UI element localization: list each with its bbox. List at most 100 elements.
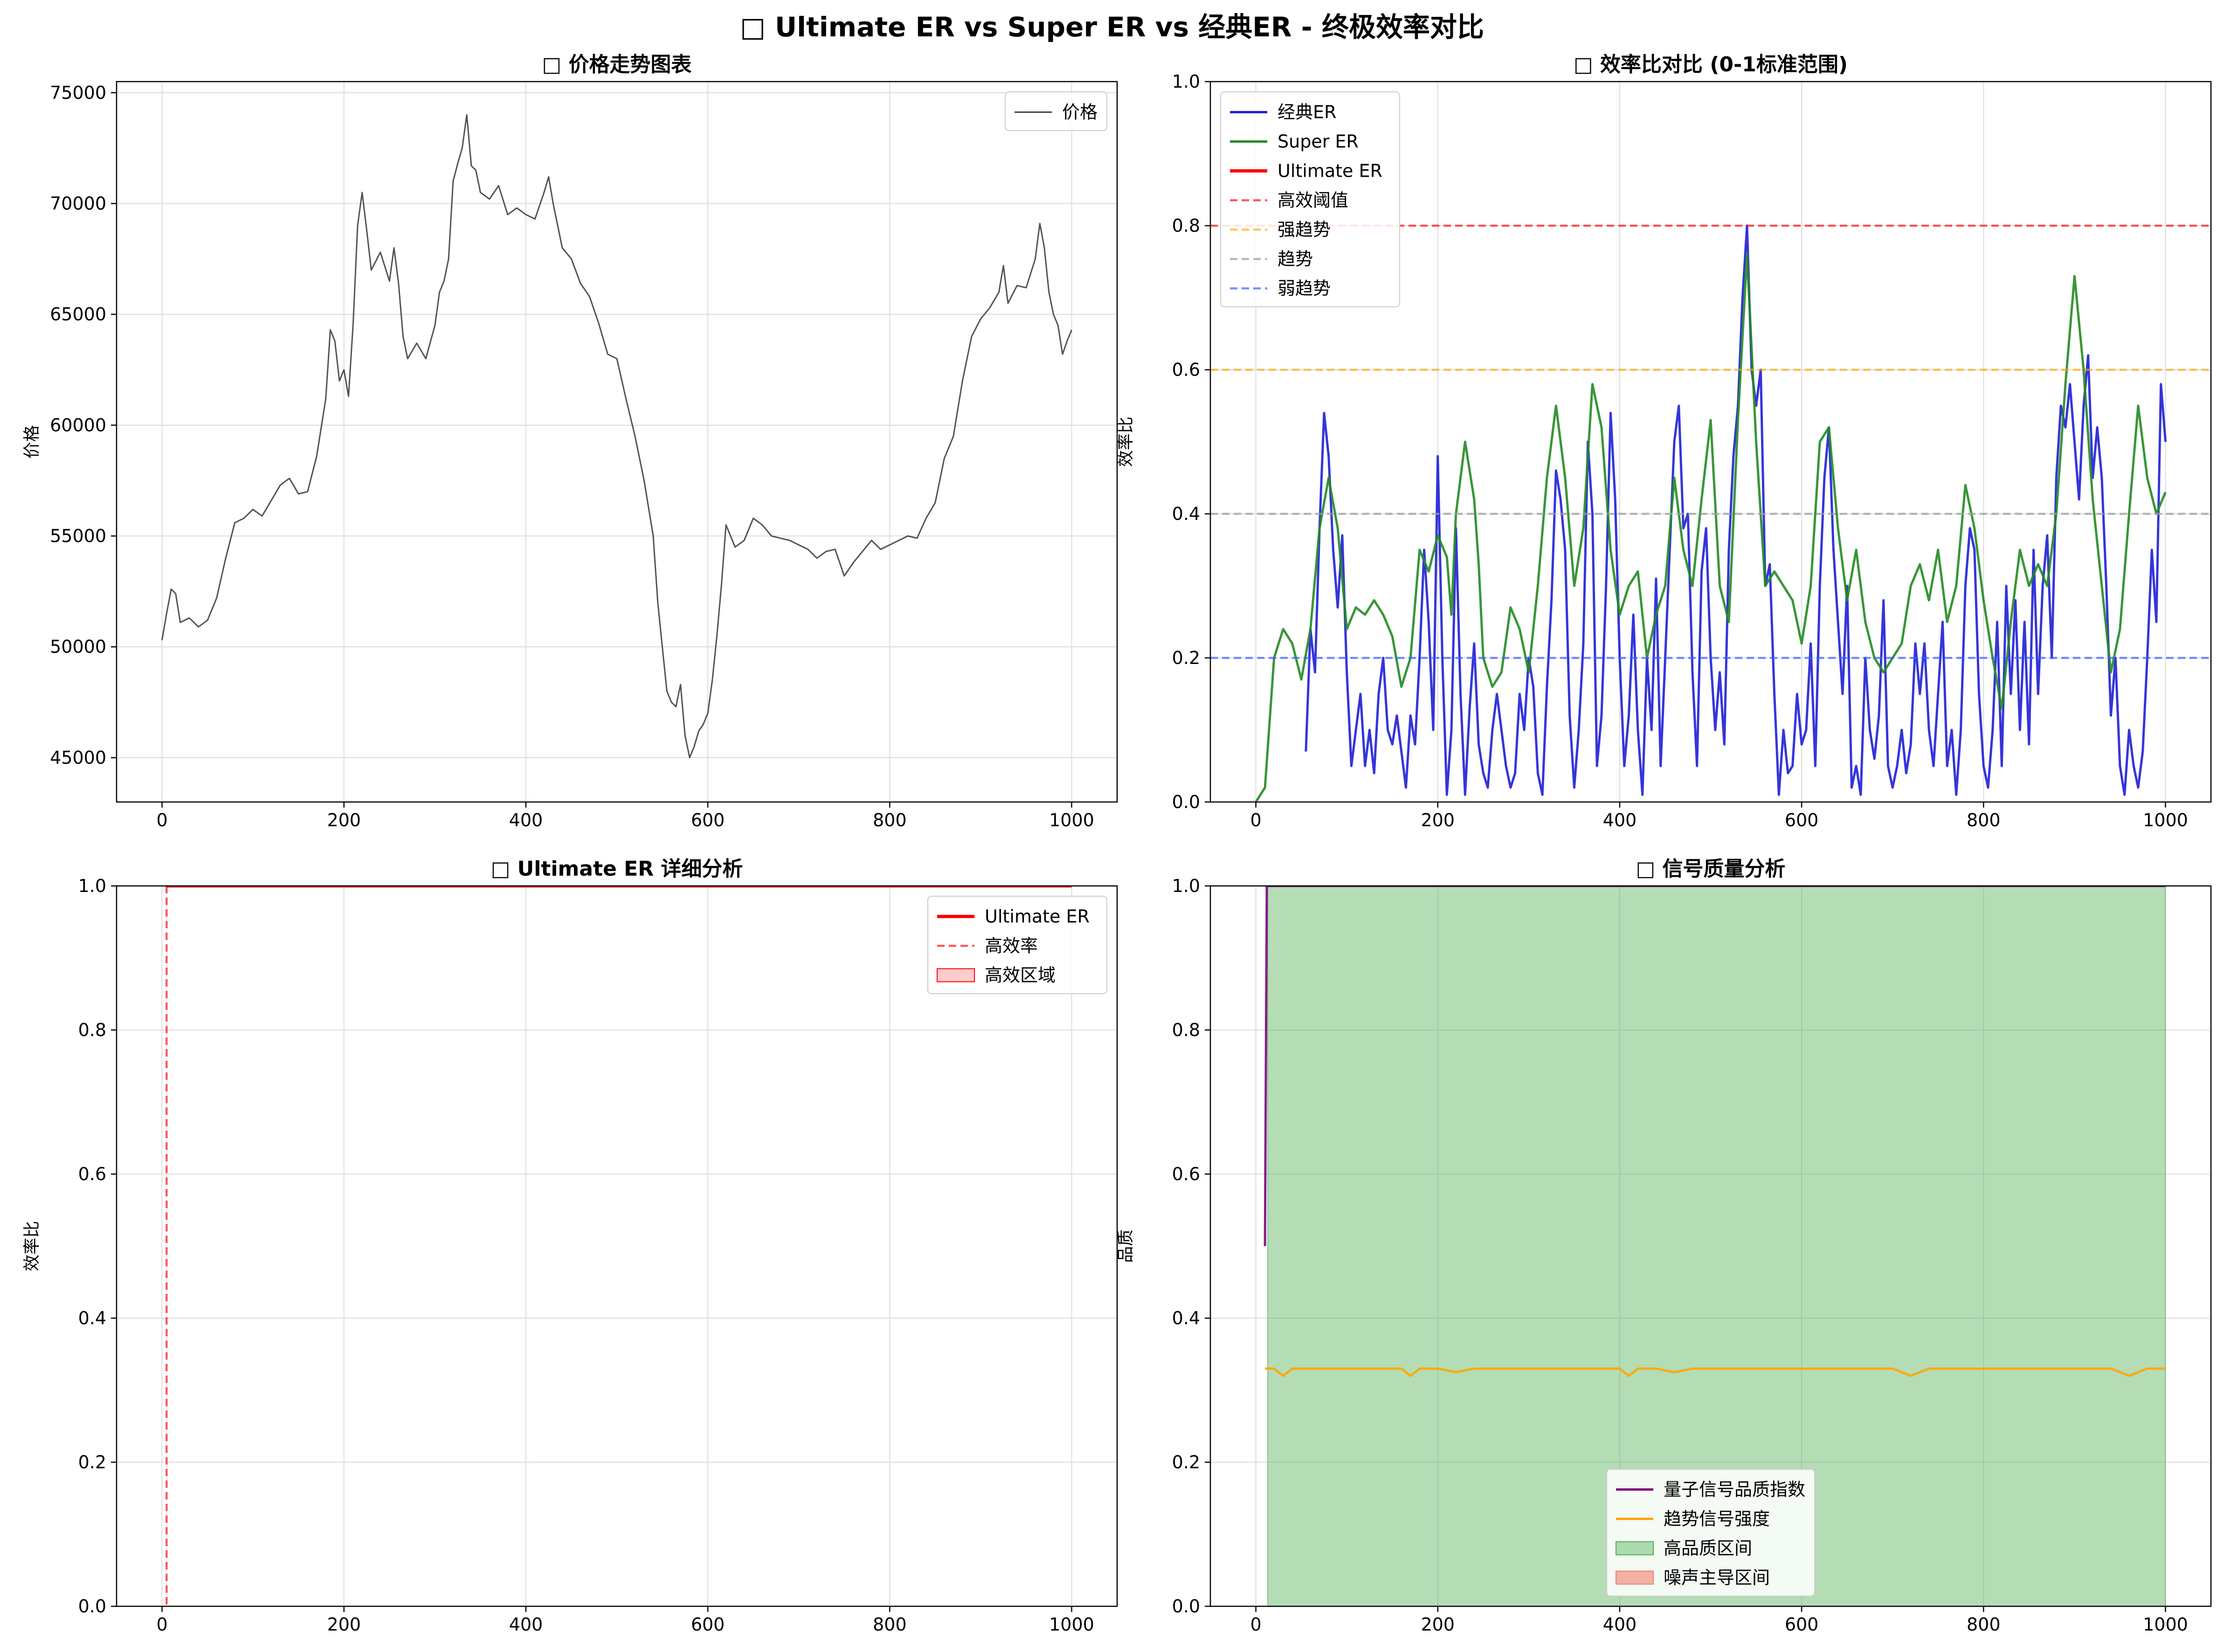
x-tick-label: 1000 xyxy=(2143,810,2188,830)
x-tick-label: 400 xyxy=(1603,1614,1637,1635)
x-tick-label: 1000 xyxy=(1049,810,1094,830)
y-tick-label: 0.8 xyxy=(1172,1020,1200,1040)
legend-label: Ultimate ER xyxy=(1278,161,1382,181)
x-tick-label: 0 xyxy=(156,1614,167,1635)
legend-box xyxy=(1606,1469,1815,1597)
legend-label: 高效阈值 xyxy=(1278,190,1348,211)
axes-frame xyxy=(1209,81,2212,803)
data-layer xyxy=(166,886,1072,1606)
x-tick-label: 400 xyxy=(509,810,543,830)
x-tick-label: 600 xyxy=(1785,1614,1819,1635)
chart-title: □ 价格走势图表 xyxy=(542,53,692,76)
chart-title: □ 信号质量分析 xyxy=(1636,857,1786,881)
x-tick-label: 0 xyxy=(1250,810,1261,830)
axes-frame xyxy=(1209,885,2212,1607)
chart-compare: □ 效率比对比 (0-1标准范围) 效率比 0 200 400 600 800 1000 0.0… xyxy=(1116,53,2212,830)
legend-label: 量子信号品质指数 xyxy=(1664,1479,1805,1500)
legend-label: Ultimate ER xyxy=(985,906,1090,927)
x-tick-label: 800 xyxy=(873,1614,907,1635)
y-tick-label: 0.6 xyxy=(1172,1164,1200,1184)
legend-label: 强趋势 xyxy=(1278,220,1331,240)
plot-area xyxy=(117,82,1117,802)
legend-label: 高效区域 xyxy=(985,965,1056,986)
series-line xyxy=(1264,886,2166,1246)
y-tick-label: 0.0 xyxy=(78,1596,106,1617)
y-tick-label: 45000 xyxy=(50,747,106,768)
x-tick-label: 200 xyxy=(327,1614,361,1635)
y-tick-label: 55000 xyxy=(50,526,106,546)
y-tick-label: 0.0 xyxy=(1172,1596,1200,1617)
chart-title: □ Ultimate ER 详细分析 xyxy=(491,857,743,881)
grid-lines xyxy=(117,82,1117,802)
y-tick-label: 1.0 xyxy=(78,876,106,896)
legend-box xyxy=(1220,91,1400,307)
y-tick-label: 1.0 xyxy=(1172,876,1200,896)
legend-label: 噪声主导区间 xyxy=(1664,1568,1770,1588)
legend-label: 经典ER xyxy=(1278,102,1336,123)
y-axis-label: 品质 xyxy=(1116,1229,1135,1263)
y-tick-label: 0.2 xyxy=(78,1452,106,1472)
y-tick-label: 50000 xyxy=(50,636,106,657)
legend-swatch xyxy=(1616,1541,1654,1555)
y-tick-label: 75000 xyxy=(50,83,106,103)
y-tick-label: 0.2 xyxy=(1172,648,1200,668)
y-tick-label: 60000 xyxy=(50,415,106,435)
legend-box xyxy=(927,896,1107,994)
x-tick-label: 0 xyxy=(1250,1614,1261,1635)
chart-title: □ 效率比对比 (0-1标准范围) xyxy=(1574,53,1848,76)
legend-label: 价格 xyxy=(1062,102,1098,123)
legend-swatch xyxy=(1616,1570,1654,1585)
data-layer xyxy=(161,114,1072,759)
legend-label: 趋势 xyxy=(1278,249,1313,270)
y-tick-label: 0.0 xyxy=(1172,792,1200,812)
y-axis-label: 效率比 xyxy=(1116,416,1135,467)
x-tick-label: 800 xyxy=(873,810,907,830)
plot-area xyxy=(117,886,1117,1606)
legend-label: 高效率 xyxy=(985,936,1038,956)
series-line xyxy=(1265,1367,2166,1377)
x-tick-label: 0 xyxy=(156,810,167,830)
series-line xyxy=(161,114,1072,759)
series-line xyxy=(1305,224,2167,796)
legend-box xyxy=(1005,91,1107,131)
data-layer xyxy=(1264,886,2166,1606)
y-axis-label: 价格 xyxy=(22,425,41,458)
x-tick-label: 1000 xyxy=(1049,1614,1094,1635)
y-tick-label: 0.4 xyxy=(78,1308,106,1328)
x-tick-label: 600 xyxy=(1785,810,1819,830)
x-tick-label: 600 xyxy=(691,1614,725,1635)
legend-swatch xyxy=(937,968,975,982)
figure-suptitle: □ Ultimate ER vs Super ER vs 经典ER - 终极效率… xyxy=(740,11,1484,43)
y-axis-label: 效率比 xyxy=(22,1221,41,1271)
y-tick-label: 0.4 xyxy=(1172,504,1200,524)
y-tick-label: 0.4 xyxy=(1172,1308,1200,1328)
x-tick-label: 400 xyxy=(509,1614,543,1635)
y-tick-label: 1.0 xyxy=(1172,71,1200,92)
axes-frame xyxy=(116,81,1118,803)
y-tick-label: 65000 xyxy=(50,304,106,325)
x-tick-label: 800 xyxy=(1967,810,2001,830)
x-tick-label: 200 xyxy=(1421,810,1455,830)
x-tick-label: 200 xyxy=(1421,1614,1455,1635)
y-tick-label: 0.8 xyxy=(78,1020,106,1040)
x-tick-label: 200 xyxy=(327,810,361,830)
y-tick-label: 0.6 xyxy=(78,1164,106,1184)
legend-label: Super ER xyxy=(1278,131,1359,152)
x-tick-label: 600 xyxy=(691,810,725,830)
x-tick-label: 400 xyxy=(1603,810,1637,830)
series-area xyxy=(1267,886,2166,1606)
x-tick-label: 800 xyxy=(1967,1614,2001,1635)
x-tick-label: 1000 xyxy=(2143,1614,2188,1635)
legend-label: 弱趋势 xyxy=(1278,278,1331,299)
legend-label: 高品质区间 xyxy=(1664,1538,1752,1559)
y-tick-label: 70000 xyxy=(50,193,106,214)
y-tick-label: 0.2 xyxy=(1172,1452,1200,1472)
